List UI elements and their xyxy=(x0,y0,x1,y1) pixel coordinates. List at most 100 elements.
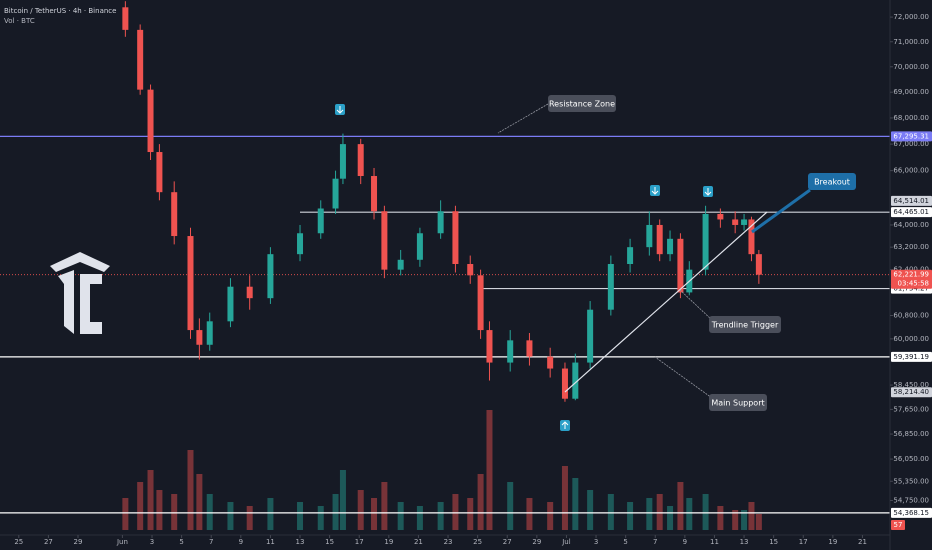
candle-body xyxy=(587,309,594,363)
x-tick-label: 7 xyxy=(209,538,213,546)
logo xyxy=(50,252,110,334)
candle-body xyxy=(677,238,684,293)
candle-body xyxy=(416,233,423,260)
y-tick-label: 56,050.00 xyxy=(893,455,929,463)
candle-body xyxy=(437,211,444,234)
x-tick-label: 15 xyxy=(325,538,334,546)
level-label: 59,391.19 xyxy=(893,353,929,361)
x-tick-label: 27 xyxy=(44,538,53,546)
volume-bar xyxy=(206,494,213,530)
candle-body xyxy=(572,362,579,399)
axes: 72,000.00 71,000.00 70,000.00 69,000.00 68,0… xyxy=(14,13,932,546)
volume-bar xyxy=(332,494,339,530)
volume-bar xyxy=(741,510,748,530)
annotation-box xyxy=(808,173,856,190)
volume-bar xyxy=(467,498,474,530)
candle-body xyxy=(206,321,213,345)
volume-bar xyxy=(748,502,755,530)
candle-body xyxy=(755,254,762,275)
candle-body xyxy=(246,286,253,299)
candle-body xyxy=(717,213,724,220)
y-tick-label: 60,000.00 xyxy=(893,335,929,343)
y-tick-label: 58,450.00 xyxy=(893,381,929,389)
volume-bar xyxy=(486,410,493,530)
annotation-text: Trendline Trigger xyxy=(711,321,779,330)
x-tick-label: 23 xyxy=(444,538,453,546)
y-tick-label: 60,800.00 xyxy=(893,311,929,319)
candle-body xyxy=(702,213,709,270)
x-tick-label: 3 xyxy=(150,538,154,546)
x-tick-label: 7 xyxy=(653,538,657,546)
volume-bar xyxy=(137,482,144,530)
volume-bar xyxy=(477,474,484,530)
x-tick-label: 25 xyxy=(473,538,482,546)
volume-title: Vol · BTC xyxy=(4,17,35,25)
candle-body xyxy=(526,340,533,357)
volume-bar xyxy=(416,506,423,530)
candle-body xyxy=(741,219,748,225)
y-tick-label: 63,200.00 xyxy=(893,243,929,251)
level-label: 64,465.01 xyxy=(893,208,929,216)
annotation-box xyxy=(709,394,767,411)
x-tick-label: 17 xyxy=(799,538,808,546)
candle-body xyxy=(171,192,178,237)
volume-bar xyxy=(381,482,388,530)
volume-bar xyxy=(646,498,653,530)
candle-body xyxy=(477,275,484,331)
price-tag-bg xyxy=(891,387,932,398)
volume-bar xyxy=(507,482,514,530)
x-tick-label: 9 xyxy=(683,538,687,546)
volume-bar xyxy=(122,498,129,530)
candle-body xyxy=(267,254,274,299)
symbol-title: Bitcoin / TetherUS · 4h · Binance xyxy=(4,7,116,15)
volume-bar xyxy=(147,470,154,530)
candle-body xyxy=(467,264,474,276)
y-tick-label: 70,000.00 xyxy=(893,63,929,71)
x-tick-label: 11 xyxy=(266,538,275,546)
candle-body xyxy=(332,178,339,209)
annotation-text: Resistance Zone xyxy=(549,100,615,109)
annotation-pointer xyxy=(654,356,713,399)
x-tick-label: 29 xyxy=(74,538,83,546)
candle-body xyxy=(227,286,234,322)
x-tick-label: 21 xyxy=(858,538,867,546)
y-tick-label: 62,400.00 xyxy=(893,266,929,274)
candle-body xyxy=(397,259,404,270)
price-tag-label: 64,514.01 xyxy=(893,197,929,205)
y-tick-label: 66,000.00 xyxy=(893,167,929,175)
x-tick-label: 19 xyxy=(828,538,837,546)
volume-bar xyxy=(627,502,634,530)
level-label-bg xyxy=(891,507,932,518)
annotation-pointer xyxy=(497,103,549,134)
candle-body xyxy=(561,368,568,399)
x-tick-label: 5 xyxy=(179,538,183,546)
y-tick-label: 67,000.00 xyxy=(893,140,929,148)
last-price-bg xyxy=(891,269,932,289)
candle-body xyxy=(646,224,653,248)
x-tick-label: Jul xyxy=(561,538,571,546)
volume-bar xyxy=(246,506,253,530)
y-tick-label: 54,750.00 xyxy=(893,496,929,504)
volume-bar xyxy=(371,498,378,530)
price-pane xyxy=(0,1,890,514)
x-tick-label: 9 xyxy=(239,538,243,546)
x-tick-label: 13 xyxy=(740,538,749,546)
x-tick-label: 25 xyxy=(14,538,23,546)
y-tick-label: 68,000.00 xyxy=(893,114,929,122)
signal-icons xyxy=(335,104,713,431)
candle-body xyxy=(732,219,739,225)
volume-bar xyxy=(732,510,739,530)
price-tag-label: 58,214.40 xyxy=(893,388,929,396)
level-label: 67,295.31 xyxy=(893,132,929,140)
volume-bar xyxy=(397,502,404,530)
price-tag-bg xyxy=(891,195,932,206)
annotation-box xyxy=(548,95,616,112)
volume-pane xyxy=(122,410,762,530)
volume-bar xyxy=(452,494,459,530)
candle-body xyxy=(122,7,129,30)
volume-bar xyxy=(656,494,663,530)
x-tick-label: 21 xyxy=(414,538,423,546)
candle-body xyxy=(147,89,154,153)
volume-bar xyxy=(587,490,594,530)
